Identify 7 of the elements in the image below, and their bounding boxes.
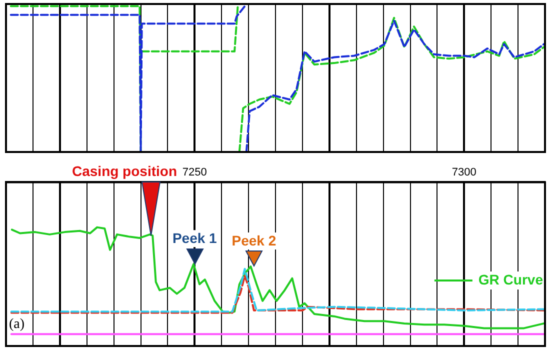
annotation: Casing position — [72, 162, 177, 179]
annotation: Peek 2 — [232, 232, 276, 248]
annotation: Peek 1 — [172, 230, 218, 246]
x-tick-label: 7250 — [182, 166, 207, 179]
annotation: (a) — [9, 317, 25, 332]
legend-label: GR Curve — [478, 271, 544, 288]
x-tick-label: 7300 — [452, 166, 476, 179]
